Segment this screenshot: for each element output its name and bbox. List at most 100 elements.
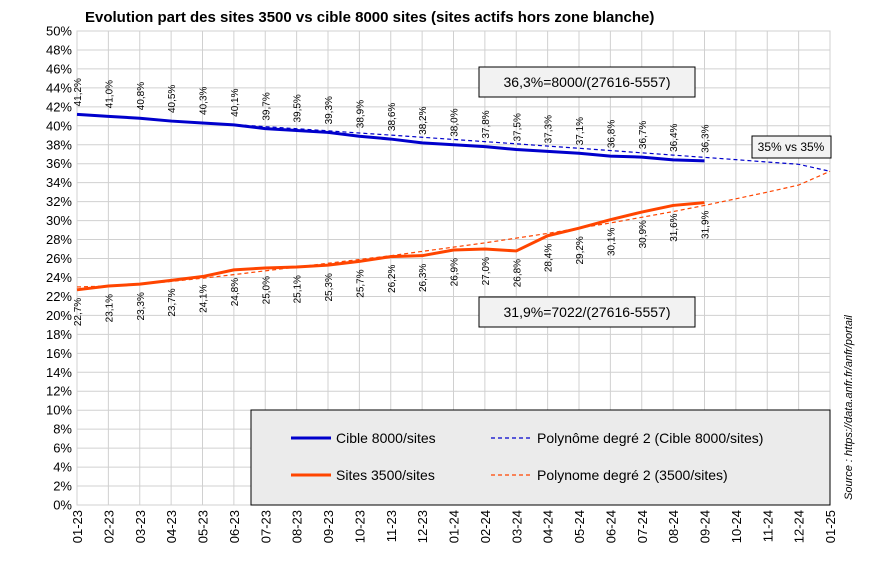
trendline-sites: [76, 170, 831, 288]
annotation-bottom-box: 31,9%=7022/(27616-5557): [478, 296, 696, 328]
data-label-cible: 39,5%: [293, 94, 304, 122]
x-tick-label: 04-23: [164, 510, 179, 543]
x-tick-label: 05-24: [572, 510, 587, 543]
y-axis-ticks: 0% 2% 4% 6% 8% 10% 12% 14% 16% 18% 20% 22% 24% 26% 28%…: [46, 24, 72, 513]
data-label-cible: 38,0%: [450, 108, 461, 136]
y-tick-label: 14%: [46, 365, 72, 380]
annotation-convergence-text: 35% vs 35%: [758, 140, 825, 154]
x-tick-label: 06-24: [603, 510, 618, 543]
data-label-cible: 37,8%: [481, 110, 492, 138]
x-tick-label: 06-23: [227, 510, 242, 543]
data-label-cible: 39,7%: [261, 92, 272, 120]
y-tick-label: 30%: [46, 213, 72, 228]
y-tick-label: 32%: [46, 194, 72, 209]
data-label-cible: 39,3%: [324, 96, 335, 124]
y-tick-label: 44%: [46, 80, 72, 95]
data-label-sites: 23,1%: [104, 294, 115, 322]
legend: Cible 8000/sites Polynôme degré 2 (Cible…: [250, 409, 831, 506]
x-tick-label: 08-23: [290, 510, 305, 543]
y-tick-label: 24%: [46, 270, 72, 285]
source-note: Source : https://data.anfr.fr/anfr/porta…: [843, 315, 855, 500]
y-tick-label: 20%: [46, 308, 72, 323]
legend-label-sites: Sites 3500/sites: [336, 467, 435, 483]
x-tick-label: 01-24: [447, 510, 462, 543]
x-tick-label: 12-23: [415, 510, 430, 543]
legend-label-cible: Cible 8000/sites: [336, 430, 436, 446]
trendlines: [76, 113, 831, 288]
data-label-sites: 26,8%: [512, 259, 523, 287]
data-label-cible: 37,1%: [575, 117, 586, 145]
data-label-cible: 37,3%: [544, 115, 555, 143]
data-label-cible: 38,9%: [355, 100, 366, 128]
y-tick-label: 22%: [46, 289, 72, 304]
x-tick-label: 01-25: [823, 510, 838, 543]
x-tick-label: 03-23: [133, 510, 148, 543]
data-label-sites: 26,9%: [450, 258, 461, 286]
x-tick-label: 07-23: [258, 510, 273, 543]
y-tick-label: 38%: [46, 137, 72, 152]
data-label-cible: 36,3%: [701, 124, 712, 152]
data-label-sites: 29,2%: [575, 236, 586, 264]
y-tick-label: 40%: [46, 118, 72, 133]
data-label-sites: 23,3%: [136, 292, 147, 320]
y-tick-label: 28%: [46, 232, 72, 247]
data-label-cible: 37,5%: [512, 113, 523, 141]
y-tick-label: 4%: [53, 460, 72, 475]
x-tick-label: 10-23: [352, 510, 367, 543]
x-tick-label: 04-24: [541, 510, 556, 543]
data-label-cible: 36,7%: [638, 121, 649, 149]
y-tick-label: 48%: [46, 42, 72, 57]
y-tick-label: 42%: [46, 99, 72, 114]
data-label-cible: 40,5%: [167, 85, 178, 113]
x-tick-label: 05-23: [196, 510, 211, 543]
y-tick-label: 0%: [53, 498, 72, 513]
series-lines: [76, 112, 705, 292]
x-tick-label: 11-23: [384, 510, 399, 542]
data-label-sites: 30,1%: [606, 228, 617, 256]
series-line-sites: [76, 201, 705, 292]
data-label-cible: 38,6%: [387, 103, 398, 131]
data-label-sites: 30,9%: [638, 220, 649, 248]
data-label-sites: 25,7%: [355, 269, 366, 297]
data-label-cible: 41,2%: [73, 78, 84, 106]
x-tick-label: 03-24: [509, 510, 524, 543]
data-label-sites: 31,9%: [701, 210, 712, 238]
y-tick-label: 50%: [46, 24, 72, 39]
data-labels: 41,2% 41,0% 40,8% 40,5% 40,3% 40,1% 39,7% 39,5%…: [73, 78, 712, 326]
series-line-cible: [76, 112, 705, 163]
x-axis-ticks: 01-23 02-23 03-23 04-23 05-23 06-23 07-23 08-23…: [70, 510, 838, 543]
annotation-convergence: 35% vs 35%: [751, 135, 832, 159]
data-label-sites: 25,3%: [324, 273, 335, 301]
y-tick-label: 6%: [53, 441, 72, 456]
data-label-sites: 24,8%: [230, 278, 241, 306]
legend-label-trend-sites: Polynome degré 2 (3500/sites): [537, 467, 728, 483]
legend-label-trend-cible: Polynôme degré 2 (Cible 8000/sites): [537, 430, 763, 446]
data-label-sites: 26,3%: [418, 264, 429, 292]
x-tick-label: 02-23: [101, 510, 116, 543]
y-tick-label: 18%: [46, 327, 72, 342]
data-label-sites: 27,0%: [481, 257, 492, 285]
data-label-cible: 41,0%: [104, 80, 115, 108]
data-label-sites: 28,4%: [544, 244, 555, 272]
chart-title: Evolution part des sites 3500 vs cible 8…: [85, 9, 654, 26]
y-tick-label: 16%: [46, 346, 72, 361]
data-label-sites: 24,1%: [199, 284, 210, 312]
x-tick-label: 12-24: [792, 510, 807, 543]
data-label-sites: 26,2%: [387, 265, 398, 293]
data-label-cible: 40,3%: [199, 86, 210, 114]
x-tick-label: 02-24: [478, 510, 493, 543]
y-tick-label: 12%: [46, 384, 72, 399]
y-tick-label: 46%: [46, 61, 72, 76]
y-tick-label: 26%: [46, 251, 72, 266]
y-tick-label: 2%: [53, 479, 72, 494]
annotation-bottom-text: 31,9%=7022/(27616-5557): [504, 304, 671, 320]
x-tick-label: 07-24: [635, 510, 650, 543]
y-tick-label: 10%: [46, 403, 72, 418]
x-tick-label: 09-23: [321, 510, 336, 543]
y-tick-label: 36%: [46, 156, 72, 171]
data-label-cible: 36,4%: [669, 123, 680, 151]
data-label-sites: 23,7%: [167, 288, 178, 316]
data-label-cible: 40,8%: [136, 82, 147, 110]
data-label-sites: 25,0%: [261, 276, 272, 304]
data-label-cible: 38,2%: [418, 106, 429, 134]
